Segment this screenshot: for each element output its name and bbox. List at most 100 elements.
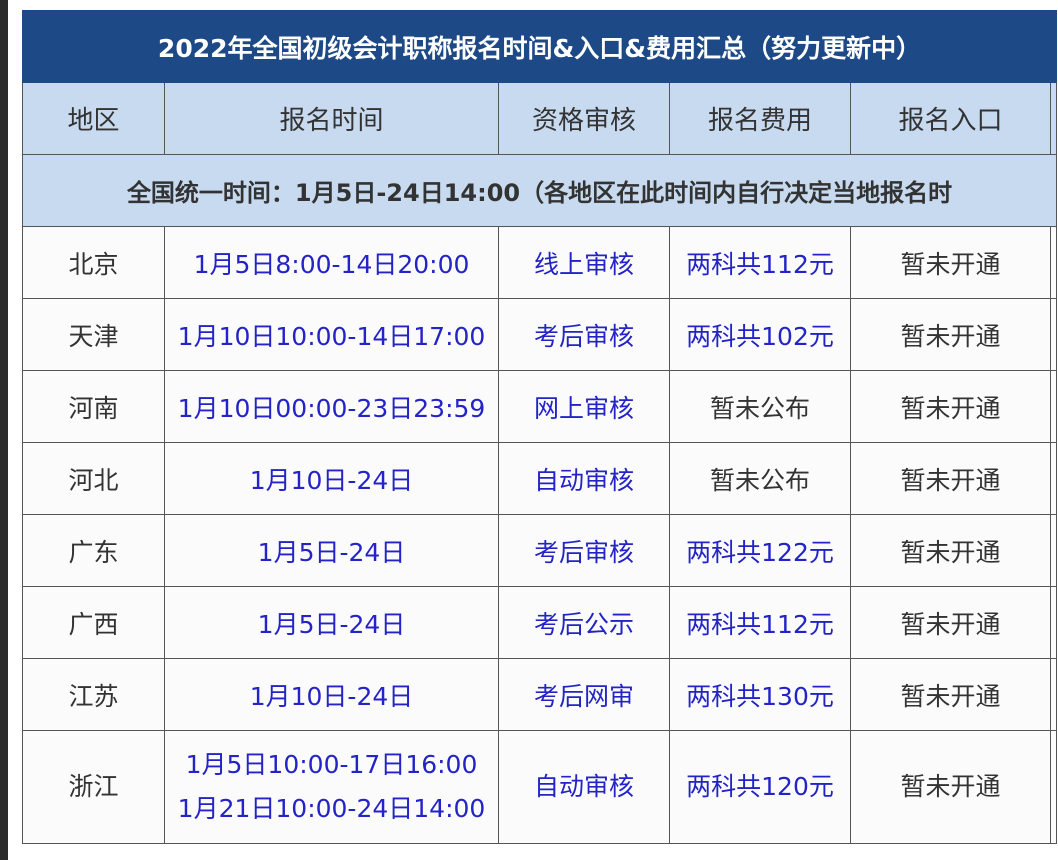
extra-cell: [1049, 730, 1058, 844]
region-cell-text: 天津: [68, 321, 119, 351]
header-extra: [1049, 82, 1058, 155]
region-cell-text: 河北: [68, 465, 119, 495]
time-cell: 1月10日-24日: [164, 442, 499, 515]
fee-cell: 两科共112元: [669, 586, 851, 659]
time-cell: 1月10日-24日: [164, 658, 499, 731]
entry-cell: 暂未开通: [850, 226, 1051, 299]
extra-cell: [1049, 298, 1058, 371]
time-cell: 1月5日10:00-17日16:00 1月21日10:00-24日14:00: [164, 730, 499, 844]
header-review: 资格审核: [498, 82, 670, 155]
fee-cell-text: 暂未公布: [709, 393, 810, 423]
entry-cell: 暂未开通: [850, 658, 1051, 731]
region-cell: 江苏: [22, 658, 165, 731]
fee-cell-text: 两科共102元: [686, 321, 834, 351]
time-cell-text: 1月10日-24日: [249, 681, 414, 711]
review-cell-text: 网上审核: [533, 393, 634, 423]
entry-cell: 暂未开通: [850, 514, 1051, 587]
review-cell-text: 考后审核: [533, 321, 634, 351]
region-cell: 北京: [22, 226, 165, 299]
header-time: 报名时间: [164, 82, 499, 155]
review-cell-text: 自动审核: [533, 772, 634, 801]
region-cell-text: 江苏: [68, 681, 119, 711]
region-cell: 天津: [22, 298, 165, 371]
header-entry: 报名入口: [850, 82, 1051, 155]
entry-cell-text: 暂未开通: [900, 609, 1001, 639]
entry-cell-text: 暂未开通: [900, 249, 1001, 279]
entry-cell: 暂未开通: [850, 370, 1051, 443]
time-cell: 1月5日-24日: [164, 586, 499, 659]
time-cell-text: 1月5日-24日: [257, 609, 406, 639]
review-cell: 考后审核: [498, 514, 670, 587]
fee-cell: 暂未公布: [669, 442, 851, 515]
entry-cell-text: 暂未开通: [900, 772, 1001, 801]
table-row: 江苏 1月10日-24日 考后网审 两科共130元 暂未开通: [22, 658, 1058, 731]
table-row: 广东 1月5日-24日 考后审核 两科共122元 暂未开通: [22, 514, 1058, 587]
header-row: 地区 报名时间 资格审核 报名费用 报名入口: [22, 82, 1058, 155]
table-row: 浙江 1月5日10:00-17日16:00 1月21日10:00-24日14:00 自…: [22, 730, 1058, 844]
entry-cell: 暂未开通: [850, 586, 1051, 659]
fee-cell: 两科共122元: [669, 514, 851, 587]
fee-cell: 两科共112元: [669, 226, 851, 299]
review-cell-text: 考后网审: [533, 681, 634, 711]
table-title: 2022年全国初级会计职称报名时间&入口&费用汇总（努力更新中）: [21, 10, 1058, 83]
header-fee: 报名费用: [669, 82, 851, 155]
region-cell-text: 浙江: [68, 772, 119, 801]
extra-cell: [1049, 658, 1058, 731]
review-cell: 自动审核: [498, 442, 670, 515]
fee-cell: 两科共102元: [669, 298, 851, 371]
table-row: 天津 1月10日10:00-14日17:00 考后审核 两科共102元 暂未开通: [22, 298, 1058, 371]
time-cell-text: 1月10日10:00-14日17:00: [177, 321, 486, 351]
time-cell-text: 1月5日8:00-14日20:00: [193, 249, 470, 279]
review-cell: 自动审核: [498, 730, 670, 844]
region-cell: 广东: [22, 514, 165, 587]
fee-cell: 暂未公布: [669, 370, 851, 443]
review-cell: 网上审核: [498, 370, 670, 443]
entry-cell: 暂未开通: [850, 730, 1051, 844]
time-cell-text: 1月5日-24日: [257, 537, 406, 567]
entry-cell-text: 暂未开通: [900, 681, 1001, 711]
time-cell: 1月5日8:00-14日20:00: [164, 226, 499, 299]
review-cell: 线上审核: [498, 226, 670, 299]
fee-cell-text: 暂未公布: [709, 465, 810, 495]
fee-summary-table-wrap: 2022年全国初级会计职称报名时间&入口&费用汇总（努力更新中） 地区 报名时间…: [21, 10, 1058, 844]
notice-row: 全国统一时间：1月5日-24日14:00（各地区在此时间内自行决定当地报名时: [21, 154, 1058, 227]
review-cell: 考后网审: [498, 658, 670, 731]
table-row: 河南 1月10日00:00-23日23:59 网上审核 暂未公布 暂未开通: [22, 370, 1058, 443]
fee-cell: 两科共120元: [669, 730, 851, 844]
time-cell: 1月10日10:00-14日17:00: [164, 298, 499, 371]
header-region: 地区: [22, 82, 165, 155]
time-cell: 1月10日00:00-23日23:59: [164, 370, 499, 443]
fee-cell: 两科共130元: [669, 658, 851, 731]
fee-cell-text: 两科共112元: [686, 609, 834, 639]
entry-cell: 暂未开通: [850, 298, 1051, 371]
review-cell-text: 考后审核: [533, 537, 634, 567]
extra-cell: [1049, 442, 1058, 515]
region-cell: 浙江: [22, 730, 165, 844]
table-row: 河北 1月10日-24日 自动审核 暂未公布 暂未开通: [22, 442, 1058, 515]
region-cell-text: 北京: [68, 249, 119, 279]
time-cell-text-2: 1月21日10:00-24日14:00: [177, 794, 486, 823]
extra-cell: [1049, 514, 1058, 587]
region-cell-text: 河南: [68, 393, 119, 423]
table-row: 广西 1月5日-24日 考后公示 两科共112元 暂未开通: [22, 586, 1058, 659]
region-cell: 广西: [22, 586, 165, 659]
review-cell-text: 线上审核: [533, 249, 634, 279]
review-cell: 考后审核: [498, 298, 670, 371]
extra-cell: [1049, 226, 1058, 299]
time-cell: 1月5日-24日: [164, 514, 499, 587]
region-cell: 河北: [22, 442, 165, 515]
entry-cell: 暂未开通: [850, 442, 1051, 515]
entry-cell-text: 暂未开通: [900, 537, 1001, 567]
table-row: 北京 1月5日8:00-14日20:00 线上审核 两科共112元 暂未开通: [22, 226, 1058, 299]
time-cell-text: 1月10日00:00-23日23:59: [177, 393, 486, 423]
extra-cell: [1049, 586, 1058, 659]
time-cell-text: 1月5日10:00-17日16:00: [185, 750, 478, 779]
entry-cell-text: 暂未开通: [900, 465, 1001, 495]
region-cell: 河南: [22, 370, 165, 443]
review-cell: 考后公示: [498, 586, 670, 659]
review-cell-text: 考后公示: [533, 609, 634, 639]
left-edge: [0, 0, 8, 860]
review-cell-text: 自动审核: [533, 465, 634, 495]
time-cell-text: 1月10日-24日: [249, 465, 414, 495]
fee-cell-text: 两科共120元: [686, 772, 834, 801]
